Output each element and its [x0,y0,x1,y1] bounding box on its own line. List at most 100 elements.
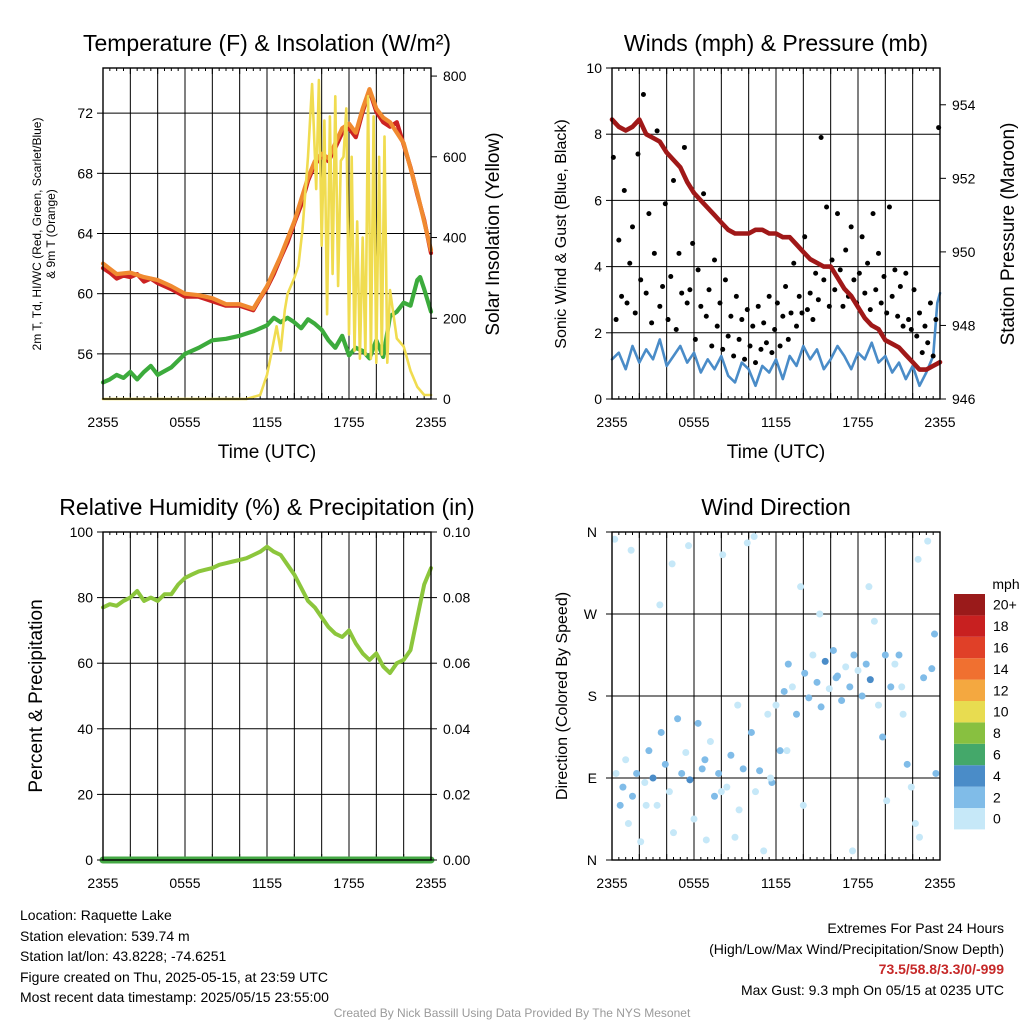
colorbar-label: 6 [993,747,1001,763]
humidity-line [101,544,433,675]
direction-point [797,583,805,591]
x-axis-label: Time (UTC) [218,442,317,463]
gust-point [769,350,775,356]
direction-point [862,660,870,668]
colorbar-label: 2 [993,789,1001,805]
direction-point [870,617,878,625]
direction-point [670,829,677,837]
direction-point [891,660,899,668]
direction-point [653,801,661,809]
direction-point [622,756,630,764]
y-axis-label: Direction (Colored By Speed) [554,592,571,800]
gust-point [873,287,879,293]
gust-point [824,204,830,210]
y-tick-label: E [588,770,597,786]
wind-line [610,291,942,388]
y2-tick-label: 0 [443,391,451,407]
y-tick-label: 100 [70,524,94,540]
direction-point [637,838,645,846]
gust-point [720,346,726,352]
y-tick-label: 10 [586,60,602,76]
gust-point [646,211,652,217]
direction-point [760,847,768,855]
gust-point [632,310,638,316]
y-tick-label: 6 [594,192,602,208]
colorbar-swatch [954,786,985,808]
gust-point [840,303,846,309]
direction-point [799,801,807,809]
direction-point [776,747,784,755]
gust-point [739,317,745,323]
y2-tick-label: 952 [952,170,976,186]
gust-point [878,300,884,306]
gust-point [722,277,728,283]
direction-point [849,847,857,855]
gust-point [660,283,666,289]
colorbar-swatch [954,636,985,659]
direction-point [674,715,682,723]
direction-point [809,651,817,659]
gust-point [895,313,901,319]
direction-point [838,697,846,705]
gust-point [925,340,931,346]
gust-point [837,267,843,273]
colorbar-label: 20+ [993,597,1017,613]
y-tick-label: W [584,606,598,622]
y2-axis-label: Solar Insolation (Yellow) [483,132,504,335]
x-tick-label: 1755 [333,875,364,891]
temperature-panel: Temperature (F) & Insolation (W/m²) 2355 0… [30,30,504,463]
direction-point [649,774,657,782]
y2-tick-label: 600 [443,149,467,165]
chart-title: Temperature (F) & Insolation (W/m²) [83,30,451,56]
y-tick-label: 40 [77,721,93,737]
gust-point [687,287,693,293]
direction-point [641,779,649,787]
x-tick-label: 2355 [87,414,118,430]
direction-point [911,820,919,828]
gust-point [679,290,685,296]
colorbar-unit: mph [992,576,1019,592]
y2-tick-label: 400 [443,230,467,246]
gust-point [695,267,701,273]
direction-point [895,651,903,659]
gust-point [856,270,862,276]
x-tick-label: 1155 [252,414,282,430]
gust-point [654,128,660,134]
gust-point [717,300,723,306]
y-tick-label: 20 [77,786,93,802]
series-line-2 [100,275,434,385]
gust-point [668,274,674,280]
gust-point [684,300,690,306]
gust-point [763,340,769,346]
gust-point [747,343,753,349]
gust-point [761,320,767,326]
x-tick-label: 2355 [87,875,118,891]
gust-point [799,310,805,316]
gust-point [671,178,676,184]
x-tick-label: 1155 [252,875,282,891]
gust-point [736,336,742,342]
gust-point [758,346,764,352]
colorbar-label: 18 [993,618,1009,634]
y2-tick-label: 0.00 [443,852,470,868]
direction-point [629,792,636,800]
colorbar-label: 0 [993,811,1001,827]
gust-point [733,293,739,299]
direction-point [887,683,895,691]
direction-point [612,769,620,777]
direction-point [928,665,936,673]
x-tick-label: 1155 [761,875,791,891]
direction-point [898,683,906,691]
direction-point [668,560,676,568]
gust-point [859,234,865,240]
direction-point [783,747,791,755]
colorbar-swatch [954,615,985,637]
direction-point [931,630,939,638]
gust-point [802,234,808,240]
y-axis-label: Percent & Precipitation [26,599,47,792]
max-gust-label: Max Gust: 9.3 mph On 05/15 at 0235 UTC [740,981,1004,998]
gust-point [919,350,925,356]
direction-point [690,815,698,823]
y2-tick-label: 0.10 [443,524,470,540]
colorbar-swatch [954,701,985,723]
